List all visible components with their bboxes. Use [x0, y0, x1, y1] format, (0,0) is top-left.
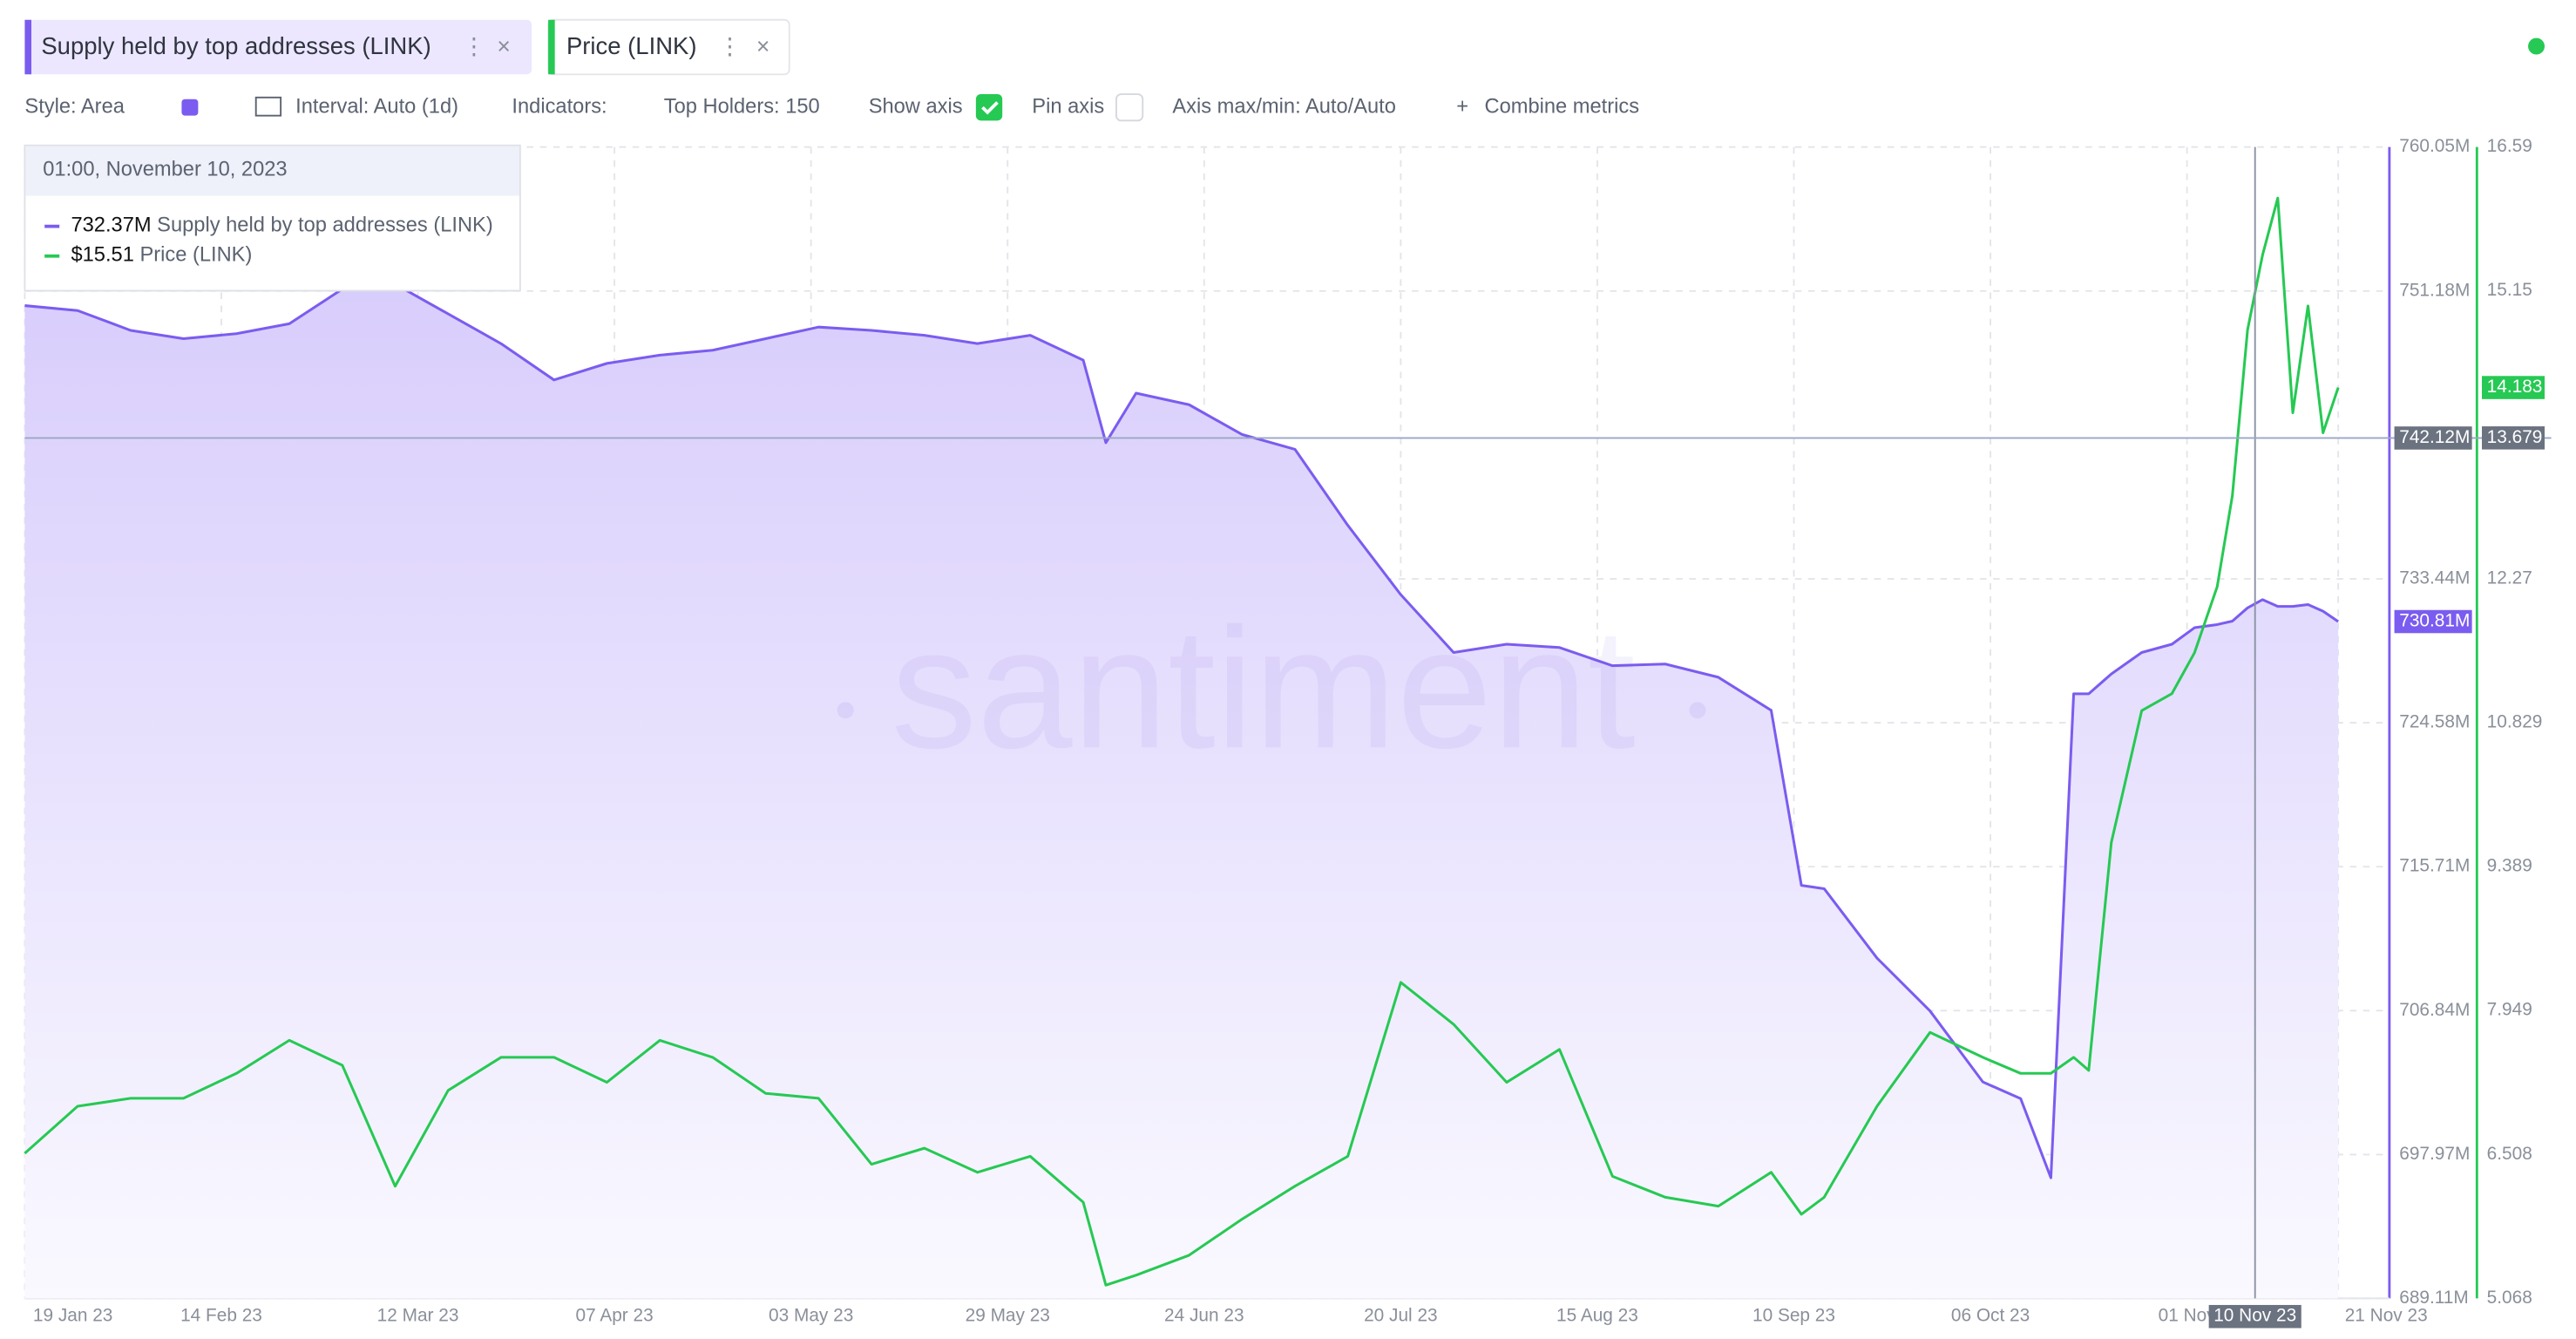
x-tick-label: 03 May 23	[769, 1306, 853, 1326]
checkbox[interactable]	[1115, 93, 1144, 122]
tooltip: 01:00, November 10, 2023 732.37M Supply …	[24, 144, 521, 292]
pin-axis[interactable]: Pin axis	[1032, 95, 1104, 118]
interval-icon	[254, 96, 282, 117]
y2-tick-label: 6.508	[2487, 1144, 2532, 1164]
tab-label: Supply held by top addresses (LINK)	[41, 32, 430, 59]
close-icon[interactable]: ×	[756, 33, 770, 59]
y-tick-label: 697.97M	[2399, 1144, 2470, 1164]
x-tick-label: 07 Apr 23	[576, 1306, 654, 1326]
x-tick-label: 15 Aug 23	[1556, 1306, 1638, 1326]
tab-label: Price (LINK)	[566, 32, 697, 59]
x-tick-label: 24 Jun 23	[1164, 1306, 1244, 1326]
last-value-label: 730.81M	[2399, 611, 2470, 631]
tooltip-row: $15.51 Price (LINK)	[71, 244, 252, 267]
check-icon	[981, 101, 999, 115]
top-holders[interactable]: Top Holders: 150	[664, 95, 820, 118]
crosshair-y2-bg	[2481, 426, 2545, 450]
watermark-dot	[1689, 702, 1706, 719]
last-value-label: 14.183	[2487, 377, 2543, 397]
indicators-select[interactable]: Indicators:	[512, 95, 607, 118]
y2-tick-label: 5.068	[2487, 1288, 2532, 1308]
tooltip-value: 732.37M	[71, 214, 151, 237]
plus-icon: +	[1456, 95, 1468, 118]
tab-color	[24, 19, 32, 75]
y2-tick-label: 16.59	[2487, 136, 2532, 156]
crosshair-y2-label: 13.679	[2487, 427, 2543, 447]
crosshair-x-bg	[2208, 1304, 2301, 1329]
y-tick-label: 689.11M	[2399, 1288, 2469, 1308]
axis-maxmin[interactable]: Axis max/min: Auto/Auto	[1172, 95, 1396, 118]
y-tick-label: 715.71M	[2399, 856, 2470, 876]
menu-icon[interactable]: ⋮	[718, 33, 742, 59]
watermark-dot	[837, 702, 854, 719]
x-tick-label: 21 Nov 23	[2345, 1306, 2428, 1326]
line	[24, 282, 2339, 1179]
tooltip-header	[25, 146, 519, 196]
checkbox-checked[interactable]	[975, 94, 1003, 121]
x-tick-label: 10 Sep 23	[1752, 1306, 1835, 1326]
tooltip-series: Supply held by top addresses (LINK)	[157, 214, 493, 237]
x-tick-label: 20 Jul 23	[1364, 1306, 1438, 1326]
y-tick-label: 724.58M	[2399, 712, 2470, 732]
y2-tick-label: 10.829	[2487, 712, 2543, 732]
tooltip-title: 01:00, November 10, 2023	[43, 158, 287, 180]
combine-metrics[interactable]: Combine metrics	[1484, 95, 1639, 118]
crosshair-y-bg	[2394, 426, 2472, 450]
last-value-bg	[2481, 376, 2545, 399]
tooltip-value: $15.51	[71, 244, 133, 267]
status-dot	[2528, 37, 2545, 55]
y-tick-label: 733.44M	[2399, 568, 2470, 588]
y2-tick-label: 9.389	[2487, 856, 2532, 876]
x-tick-label: 06 Oct 23	[1951, 1306, 2030, 1326]
crosshair-x-label: 10 Nov 23	[2213, 1306, 2296, 1326]
x-tick-label: 19 Jan 23	[33, 1306, 113, 1326]
area	[24, 283, 2339, 1299]
show-axis[interactable]: Show axis	[869, 95, 963, 118]
x-tick-label: 29 May 23	[966, 1306, 1050, 1326]
y-tick-label: 751.18M	[2399, 280, 2470, 300]
interval-select[interactable]: Interval: Auto (1d)	[295, 95, 458, 118]
watermark: santiment	[891, 592, 1635, 784]
metric-tab[interactable]: Supply held by top addresses (LINK) ⋮ ×	[24, 19, 532, 75]
color-picker[interactable]	[181, 99, 199, 116]
y2-tick-label: 12.27	[2487, 568, 2532, 588]
style-select[interactable]: Style: Area	[24, 95, 125, 118]
y2-tick-label: 15.15	[2487, 280, 2532, 300]
tooltip-row: 732.37M Supply held by top addresses (LI…	[71, 214, 492, 237]
y-tick-label: 706.84M	[2399, 1000, 2470, 1020]
x-tick-label: 14 Feb 23	[180, 1306, 262, 1326]
tab-bg	[24, 19, 532, 75]
x-tick-label: 12 Mar 23	[377, 1306, 459, 1326]
line	[24, 196, 2340, 1287]
tab-color	[548, 19, 555, 75]
x-tick-label: 01 Nov	[2159, 1306, 2217, 1326]
close-icon[interactable]: ×	[497, 33, 511, 59]
y2-tick-label: 7.949	[2487, 1000, 2532, 1020]
metric-tab[interactable]: Price (LINK) ⋮ ×	[547, 18, 790, 76]
y-tick-label: 760.05M	[2399, 136, 2470, 156]
last-value-bg	[2394, 609, 2472, 634]
menu-icon[interactable]: ⋮	[463, 33, 486, 59]
tooltip-series: Price (LINK)	[139, 244, 252, 267]
crosshair-y-label: 742.12M	[2399, 427, 2470, 447]
plot: 19 Jan 23 14 Feb 23 12 Mar 23 07 Apr 23 03 M…	[24, 136, 2552, 1329]
